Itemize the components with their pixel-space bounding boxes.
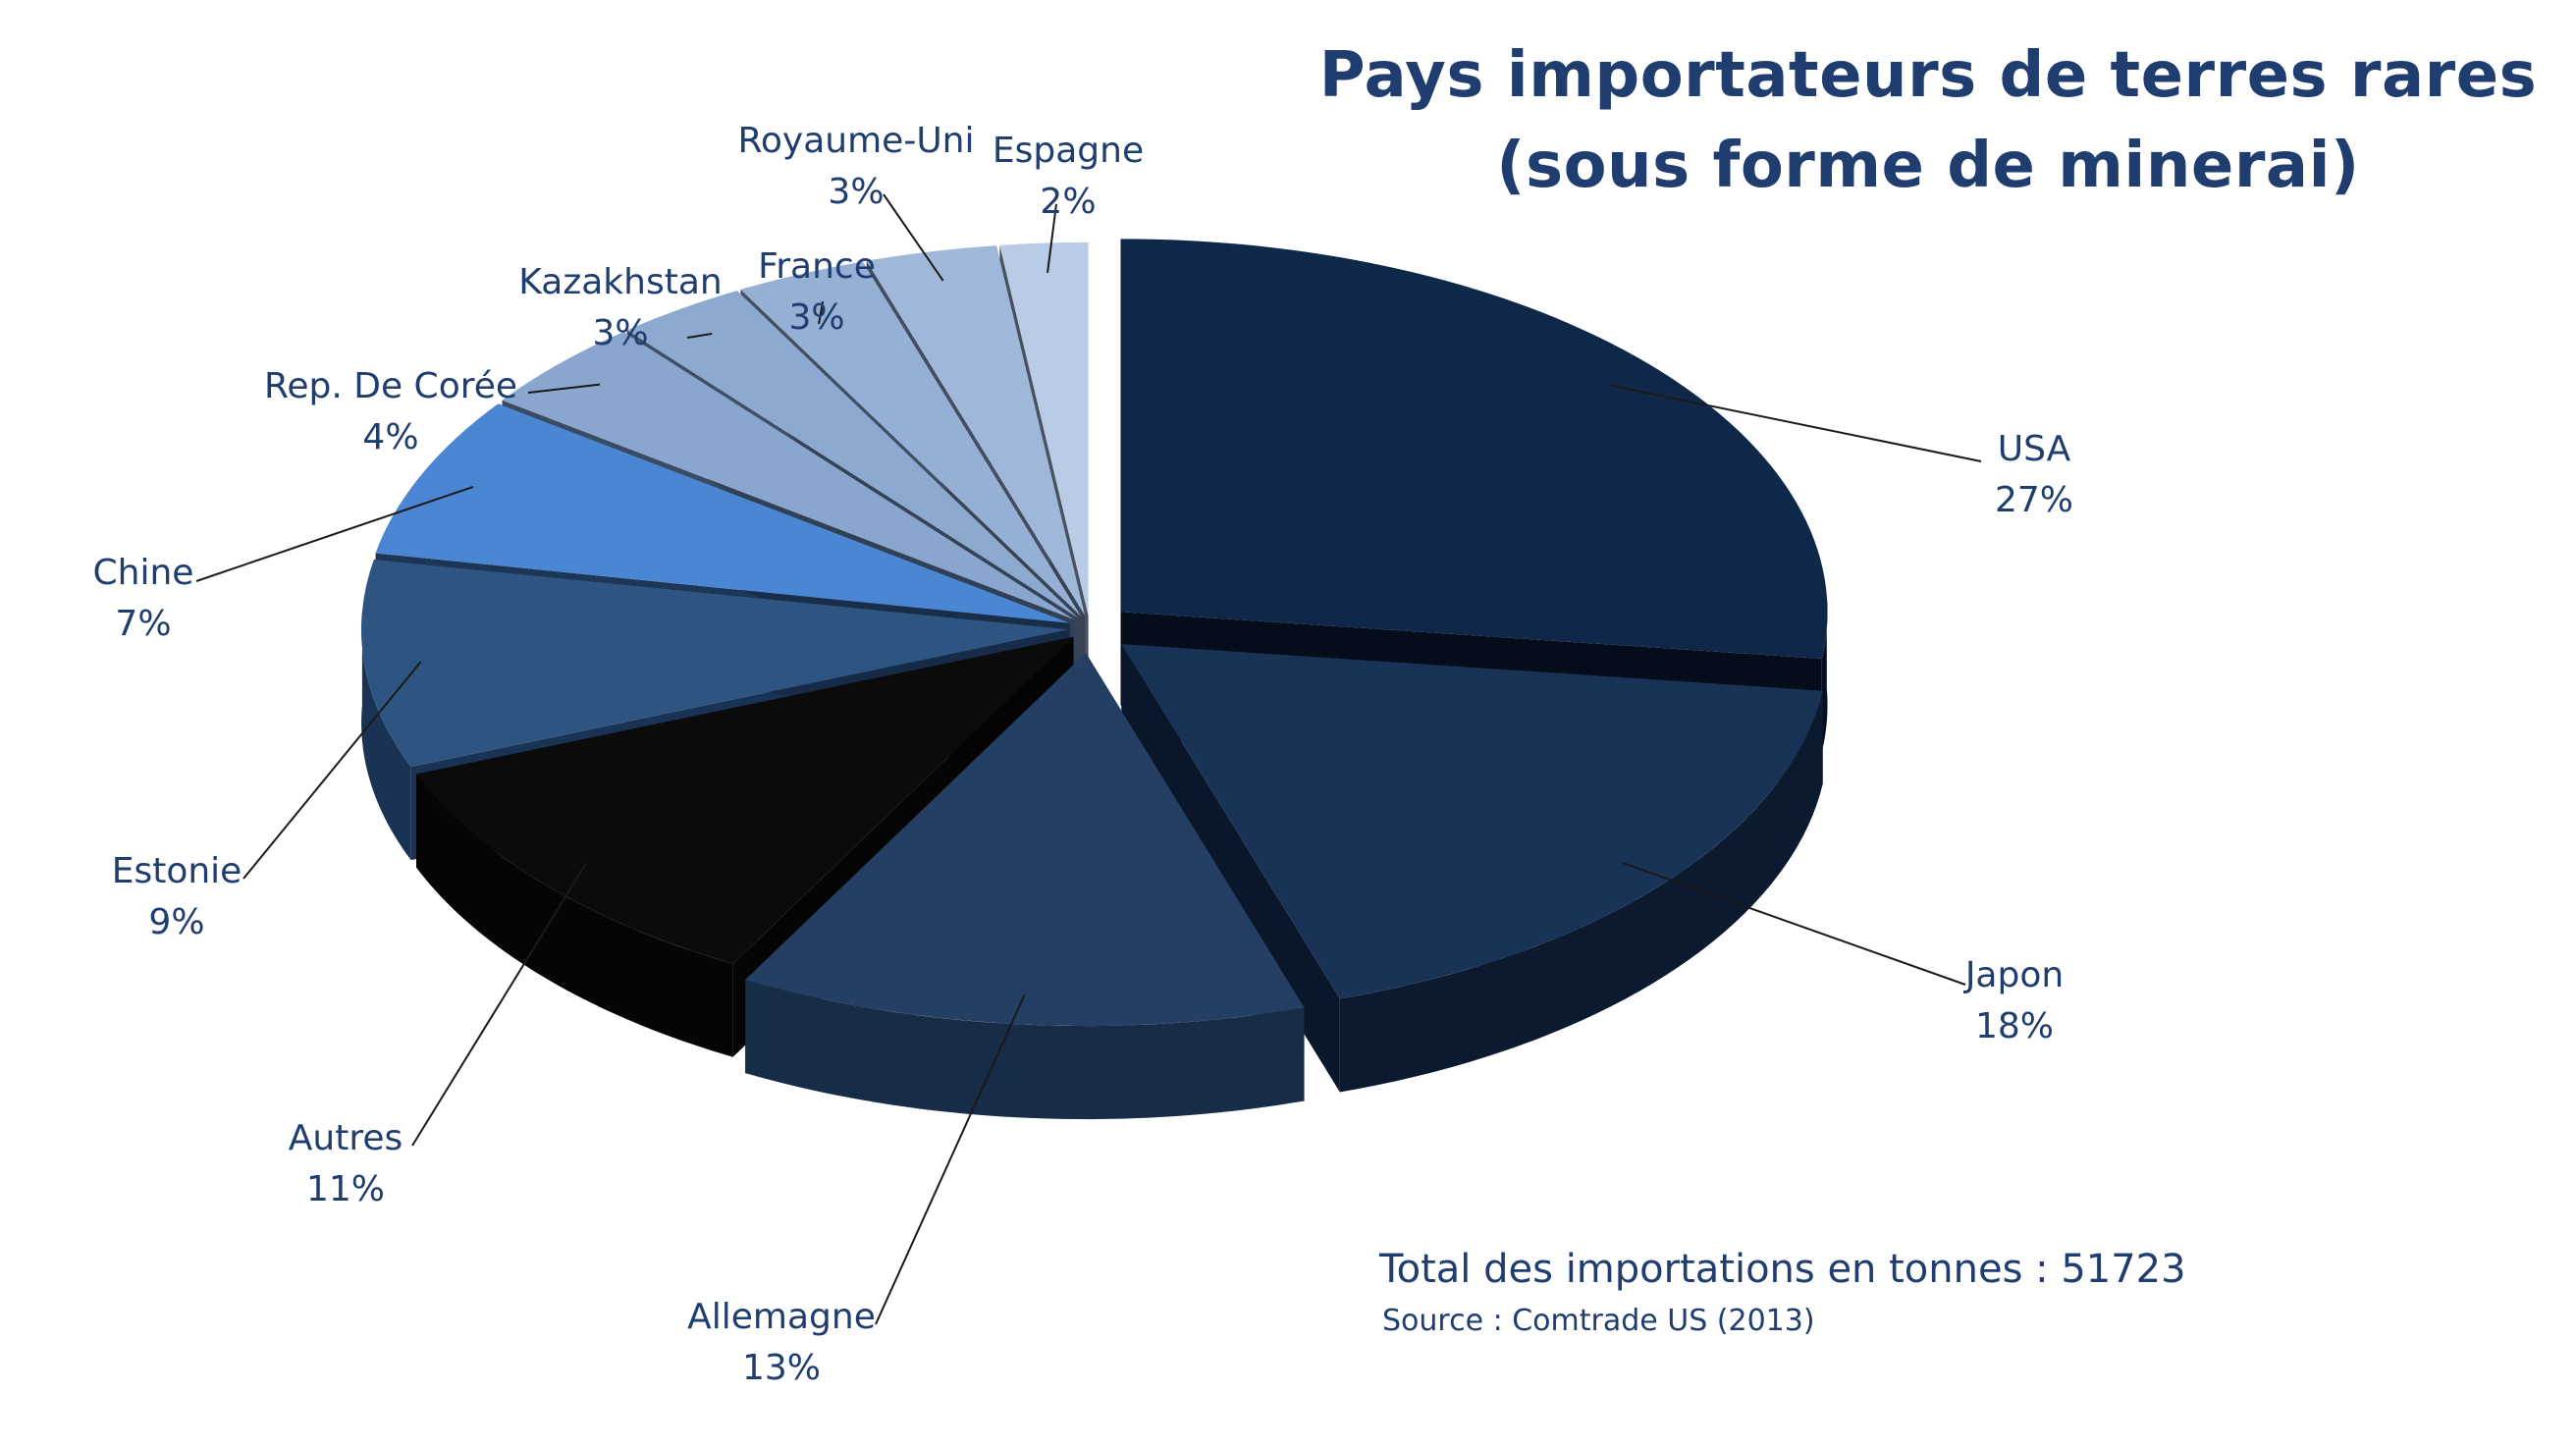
leader-line [1046,203,1057,274]
chart-title-line-2: (sous forme de minerai) [1496,130,2360,202]
slice-label-name: Kazakhstan [518,262,723,302]
slice-top [745,653,1305,1027]
slice-top [999,241,1089,616]
slice-label-percent: 3% [788,297,845,338]
slice-label-name: Estonie [111,851,242,891]
leader-line [875,993,1026,1325]
slice-top [626,291,1078,618]
slice-label: France 3% [758,241,876,344]
slice-top [416,636,1074,964]
leader-lines [195,193,1982,1325]
slice-label-name: France [758,246,876,287]
source-note: Source : Comtrade US (2013) [1382,1304,1815,1338]
leader-line [883,193,944,282]
slice-top [866,245,1086,616]
slice-label: Japon 18% [1965,950,2064,1052]
chart-title-line-1: Pays importateurs de terres rares [1318,39,2538,112]
slice-label-name: USA [1997,429,2071,469]
slice-side [745,980,1305,1120]
leader-line [1608,384,1982,462]
slice-label-percent: 7% [115,604,172,644]
slice-top [1121,644,1823,999]
slice-side [1339,690,1823,1093]
leader-line [195,485,474,582]
slice-label-name: Royaume-Uni [737,121,975,161]
slice-label: Rep. De Corée 4% [264,361,517,463]
slice-label-percent: 18% [1974,1006,2054,1046]
slice-label: Estonie 9% [112,846,242,948]
leader-line [242,661,422,880]
slice-label-percent: 27% [1994,480,2074,520]
slice-label: Espagne 2% [993,126,1144,228]
slice-label-percent: 3% [828,172,885,212]
slice-label: USA 27% [1995,424,2073,526]
slice-top [361,560,1069,768]
slice-label-percent: 2% [1040,182,1097,222]
slice-label-name: Rep. De Corée [263,366,518,406]
slice-label-percent: 3% [592,313,649,353]
slice-top [1120,239,1828,659]
leader-line [686,332,713,339]
slice-label-percent: 9% [148,902,205,942]
slice-label-name: Espagne [992,131,1145,171]
slice-side [1821,595,1828,752]
slice-label: Kazakhstan 3% [518,257,722,359]
slice-label-name: Allemagne [687,1297,876,1337]
slice-label: Royaume-Uni 3% [738,116,975,218]
slice-label: Autres 11% [289,1113,402,1215]
slice-top [375,403,1070,623]
slice-allemagne [745,653,1305,1120]
leader-line [818,300,825,325]
slice-side [416,774,733,1057]
slice-label-name: Chine [92,553,194,593]
slice-side [361,612,411,861]
total-note: Total des importations en tonnes : 51723 [1379,1247,2186,1292]
leader-line [1622,861,1966,986]
slice-label-name: Japon [1964,955,2065,995]
slice-top [740,261,1082,616]
slice-label: Allemagne 13% [687,1292,876,1394]
slices-layer [361,239,1828,1120]
slice-label: Chine 7% [93,548,194,650]
slice-label-percent: 13% [741,1348,822,1388]
leader-line [411,863,587,1147]
leader-line [527,383,601,394]
slice-top [502,332,1074,619]
slice-label-name: Autres [288,1118,403,1158]
slice-label-percent: 4% [362,417,419,457]
slice-label-percent: 11% [305,1169,386,1209]
